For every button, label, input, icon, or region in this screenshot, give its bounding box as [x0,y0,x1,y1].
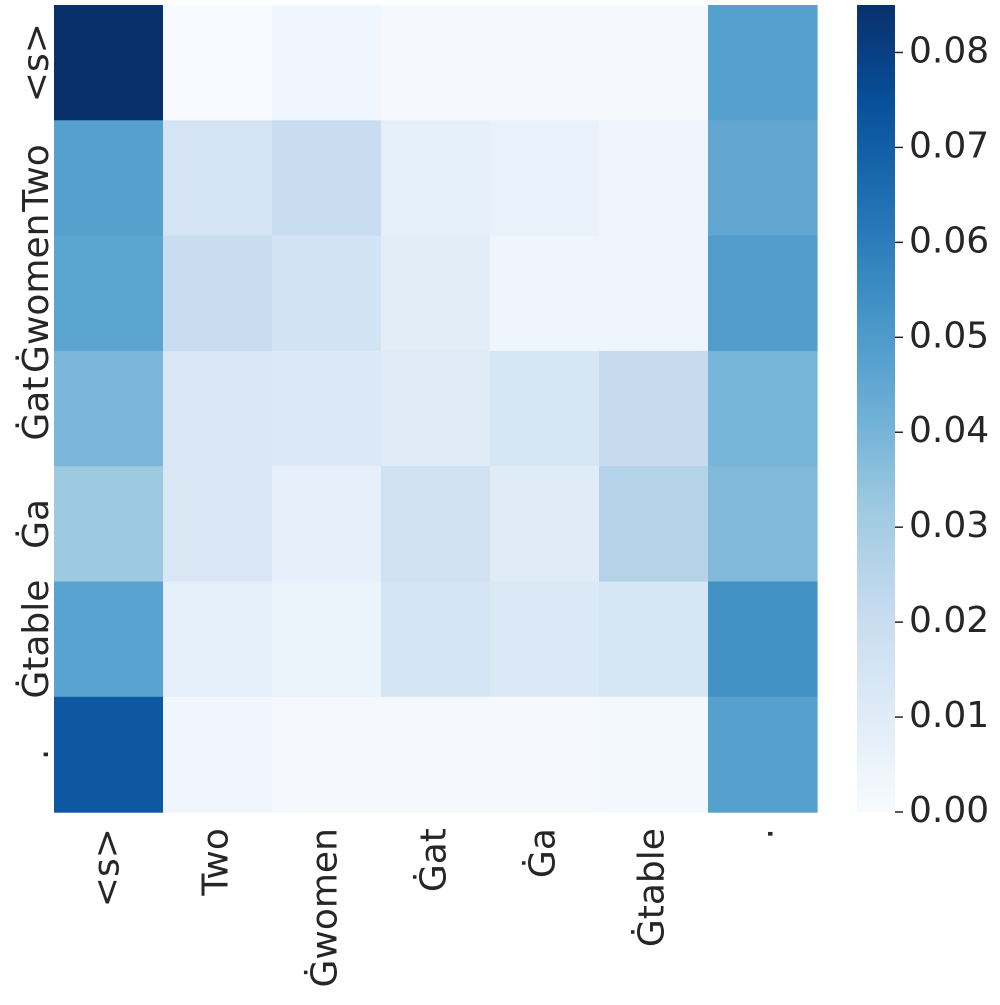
colorbar-tick-label: 0.00 [909,790,989,831]
heatmap-cell [708,235,818,352]
heatmap-cell [163,120,273,237]
colorbar-tick-label: 0.02 [909,600,989,641]
heatmap-cell [272,120,382,237]
colorbar-tick-label: 0.08 [909,30,989,71]
heatmap-cell [54,581,164,698]
colorbar-tick-label: 0.06 [909,220,989,261]
x-tick-label: . [741,828,782,839]
heatmap-cell [54,235,164,352]
heatmap-cell [272,350,382,467]
colorbar-tick-label: 0.05 [909,315,989,356]
heatmap-cell [490,120,600,237]
x-axis-labels: <s> Two Ġwomen Ġat Ġa Ġtable. [87,828,782,987]
heatmap-cell [708,120,818,237]
heatmap-cell [490,235,600,352]
x-tick-label: Two [196,828,237,897]
heatmap-cell [272,466,382,583]
heatmap-cell [54,5,164,121]
heatmap-cell [272,5,382,121]
heatmap-cell [490,466,600,583]
colorbar-tick-label: 0.01 [909,695,989,736]
heatmap-cell [708,696,818,813]
x-tick-label: Ġtable [631,828,673,947]
y-tick-label: Two [16,144,57,213]
heatmap-cell [599,5,709,121]
heatmap-cell [163,350,273,467]
heatmap-cell [381,581,491,698]
x-tick-label: <s> [87,828,128,907]
heatmap-cell [163,466,273,583]
colorbar [857,5,895,812]
heatmap-cell [599,581,709,698]
heatmap-cell [381,235,491,352]
y-tick-label: Ġat [15,377,57,441]
heatmap-cell [381,120,491,237]
heatmap-cell [163,581,273,698]
y-tick-label: Ġtable [15,580,57,699]
heatmap-cell [54,350,164,467]
colorbar-tick-label: 0.07 [909,125,989,166]
heatmap-cell [381,466,491,583]
heatmap-cell [163,696,273,813]
heatmap-cell [381,350,491,467]
heatmap-cell [599,350,709,467]
colorbar-tick-label: 0.04 [909,410,989,451]
heatmap-cell [54,120,164,237]
heatmap-cell [272,581,382,698]
heatmap-cell [272,696,382,813]
colorbar-ticks: 0.00 0.01 0.02 0.03 0.04 0.05 0.06 0.07 0.08 [895,30,989,831]
heatmap-cell [381,696,491,813]
heatmap-cell [490,350,600,467]
heatmap-cell [163,235,273,352]
heatmap-cell [599,696,709,813]
heatmap-cell [708,5,818,121]
y-tick-label: Ġwomen [15,214,57,373]
heatmap-cell [490,581,600,698]
heatmap-cell [54,466,164,583]
heatmap-cell [599,120,709,237]
heatmap-cell [54,696,164,813]
y-tick-label: . [16,749,57,760]
x-tick-label: Ġat [413,828,455,892]
x-tick-label: Ġwomen [304,828,346,987]
y-tick-label: Ġa [15,499,57,549]
colorbar-tick-label: 0.03 [909,505,989,546]
x-tick-label: Ġa [522,828,564,878]
heatmap-cell [708,350,818,467]
heatmap-cell [708,466,818,583]
heatmap-cell [490,5,600,121]
heatmap-cell [163,5,273,121]
y-tick-label: <s> [16,23,57,102]
heatmap-cell [490,696,600,813]
heatmap-cells [54,5,818,813]
heatmap-cell [599,466,709,583]
heatmap-cell [599,235,709,352]
heatmap-cell [272,235,382,352]
heatmap-cell [708,581,818,698]
heatmap-cell [381,5,491,121]
